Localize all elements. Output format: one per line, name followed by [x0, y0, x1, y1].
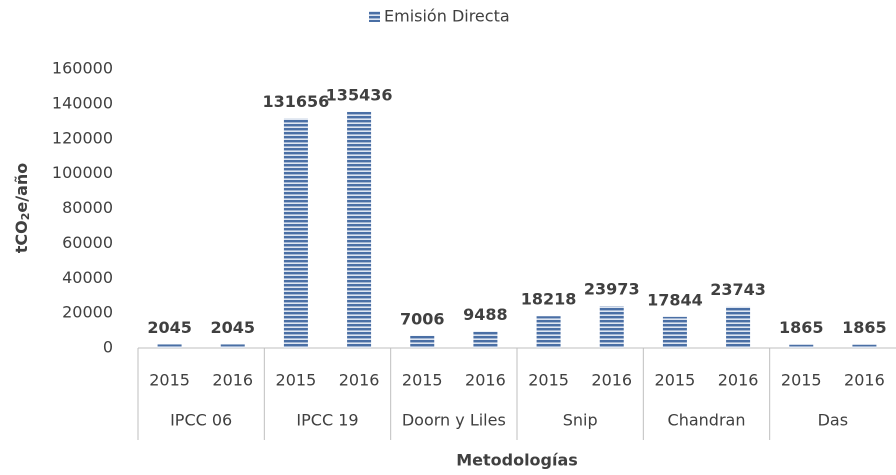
data-label: 1865: [779, 318, 824, 337]
legend-label: Emisión Directa: [384, 7, 510, 26]
group-label: Snip: [563, 411, 598, 430]
bar: [473, 331, 498, 348]
bar: [410, 335, 435, 348]
x-tick-label: 2016: [718, 371, 759, 390]
legend-swatch: [369, 11, 380, 22]
x-tick-label: 2015: [655, 371, 696, 390]
data-label: 131656: [263, 92, 330, 111]
y-tick-label: 20000: [62, 303, 113, 322]
y-tick-label: 40000: [62, 268, 113, 287]
y-tick-label: 100000: [52, 163, 113, 182]
y-axis-title: tCO2e/año: [12, 163, 33, 254]
bar: [347, 111, 372, 349]
data-label: 2045: [147, 318, 192, 337]
group-label: Doorn y Liles: [402, 411, 506, 430]
x-tick-label: 2015: [402, 371, 443, 390]
bar: [283, 118, 308, 348]
bar: [726, 306, 751, 348]
y-title-part: tCO: [12, 220, 31, 253]
x-tick-label: 2016: [339, 371, 380, 390]
data-label: 135436: [326, 85, 393, 104]
x-tick-label: 2016: [465, 371, 506, 390]
x-tick-label: 2016: [844, 371, 885, 390]
bar: [157, 344, 182, 348]
bar: [220, 344, 245, 348]
bar: [852, 344, 877, 348]
y-title-part: e/año: [12, 163, 31, 213]
data-label: 17844: [647, 290, 703, 309]
x-axis-title: Metodologías: [456, 451, 578, 470]
x-tick-label: 2015: [528, 371, 569, 390]
data-label: 23973: [584, 280, 640, 299]
y-tick-label: 120000: [52, 128, 113, 147]
y-tick-label: 80000: [62, 198, 113, 217]
group-label: IPCC 06: [170, 411, 232, 430]
x-tick-label: 2015: [276, 371, 317, 390]
y-title-sub: 2: [19, 213, 32, 221]
x-tick-label: 2016: [591, 371, 632, 390]
group-label: Das: [818, 411, 848, 430]
bar: [536, 316, 561, 348]
data-label: 7006: [400, 309, 445, 328]
x-tick-label: 2015: [149, 371, 190, 390]
group-label: Chandran: [668, 411, 746, 430]
data-label: 2045: [210, 318, 255, 337]
y-tick-label: 160000: [52, 59, 113, 78]
y-tick-label: 60000: [62, 233, 113, 252]
data-label: 23743: [710, 280, 766, 299]
bar: [599, 306, 624, 348]
data-label: 1865: [842, 318, 887, 337]
x-tick-label: 2015: [781, 371, 822, 390]
y-tick-label: 0: [103, 338, 113, 357]
y-tick-label: 140000: [52, 93, 113, 112]
data-label: 9488: [463, 305, 508, 324]
group-label: IPCC 19: [296, 411, 358, 430]
bar: [662, 316, 687, 348]
data-label: 18218: [521, 290, 577, 309]
bar: [789, 344, 814, 348]
x-tick-label: 2016: [212, 371, 253, 390]
